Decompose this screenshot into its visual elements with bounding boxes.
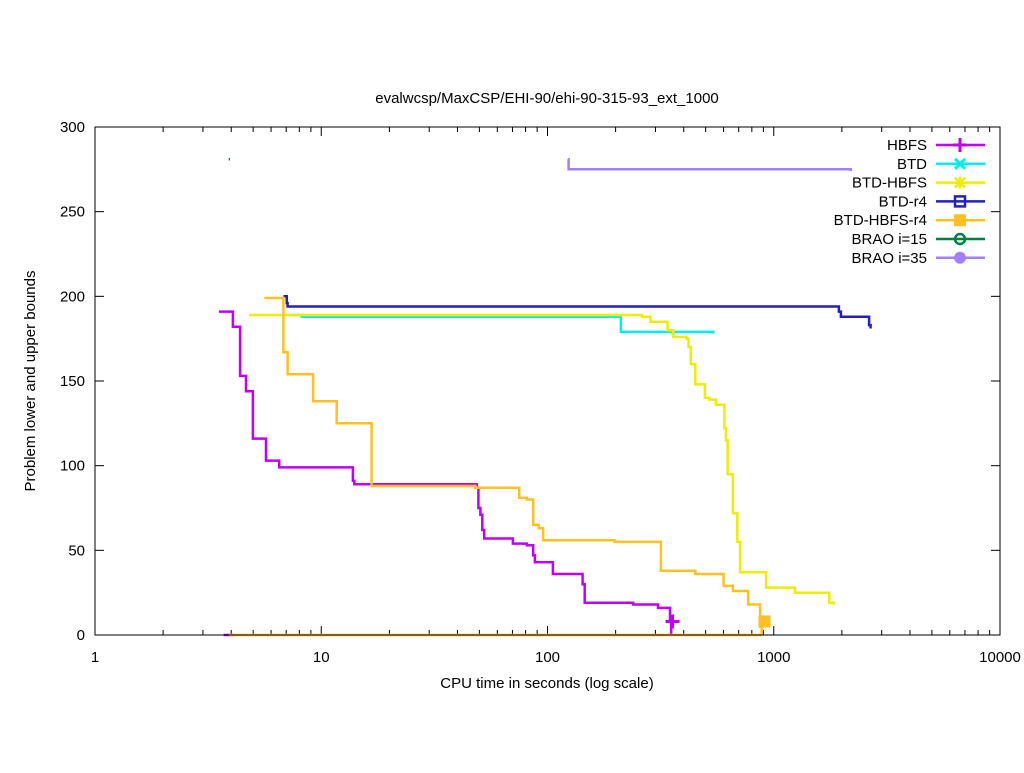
filled-circle-marker <box>954 251 966 264</box>
plus-marker <box>953 138 967 152</box>
y-tick-label: 300 <box>60 119 85 136</box>
legend-marker <box>953 232 967 246</box>
x-tick-label: 100 <box>535 649 560 666</box>
y-tick-label: 250 <box>60 204 85 221</box>
y-tick-label: 50 <box>68 542 85 559</box>
y-tick-label: 0 <box>77 627 85 644</box>
chart-title: evalwcsp/MaxCSP/EHI-90/ehi-90-315-93_ext… <box>375 90 719 107</box>
legend-item-btd-hbfs: BTD-HBFS <box>852 175 985 192</box>
legend-marker <box>954 214 966 227</box>
x-tick-label: 10000 <box>979 649 1021 666</box>
x-axis-label: CPU time in seconds (log scale) <box>440 675 653 692</box>
y-tick-label: 200 <box>60 288 85 305</box>
plot-border <box>94 126 1001 636</box>
legend-label: BRAO i=35 <box>852 250 927 267</box>
legend-marker <box>953 195 967 208</box>
legend-label: BTD-HBFS-r4 <box>834 212 927 229</box>
series-brao-i-35 <box>567 157 853 171</box>
legend-item-brao-i-15: BRAO i=15 <box>852 231 985 248</box>
series-btd-hbfs <box>249 313 835 605</box>
upper-bound-line-btd-hbfs-r4 <box>264 296 763 635</box>
legend-label: BTD <box>897 156 927 173</box>
legend-item-hbfs: HBFS <box>887 137 985 154</box>
x-tick-label: 10 <box>313 649 330 666</box>
legend-label: BTD-r4 <box>879 193 927 210</box>
y-axis-label: Problem lower and upper bounds <box>22 271 39 492</box>
legend-label: BRAO i=15 <box>852 231 927 248</box>
filled-box-marker <box>954 214 966 227</box>
cross-marker <box>953 157 967 170</box>
upper-bound-line-hbfs <box>218 310 673 635</box>
legend-marker <box>953 157 967 170</box>
legend-marker <box>954 176 966 189</box>
legend-item-btd-r4: BTD-r4 <box>879 193 985 210</box>
upper-bound-line-btd-hbfs <box>249 313 835 605</box>
y-tick-label: 150 <box>60 373 85 390</box>
upper-bound-line-brao-i-35 <box>567 157 853 171</box>
circle-marker <box>953 232 967 246</box>
legend-item-brao-i-35: BRAO i=35 <box>852 250 985 267</box>
series-btd-r4 <box>283 295 872 329</box>
y-tick-label: 100 <box>60 458 85 475</box>
legend-item-btd-hbfs-r4: BTD-HBFS-r4 <box>834 212 985 229</box>
legend-label: BTD-HBFS <box>852 175 927 192</box>
legend-label: HBFS <box>887 137 927 154</box>
x-tick-label: 1000 <box>757 649 790 666</box>
x-tick-label: 1 <box>91 649 99 666</box>
box-marker <box>953 195 967 208</box>
legend-marker <box>954 251 966 264</box>
legend-marker <box>953 138 967 152</box>
plus-marker <box>665 614 680 629</box>
star-marker <box>954 176 966 189</box>
data-marker-btd-hbfs-r4 <box>758 615 771 628</box>
legend-item-btd: BTD <box>897 156 985 173</box>
filled-box-marker <box>758 615 771 628</box>
data-marker-hbfs <box>665 614 680 629</box>
upper-bound-line-btd-r4 <box>283 295 872 329</box>
